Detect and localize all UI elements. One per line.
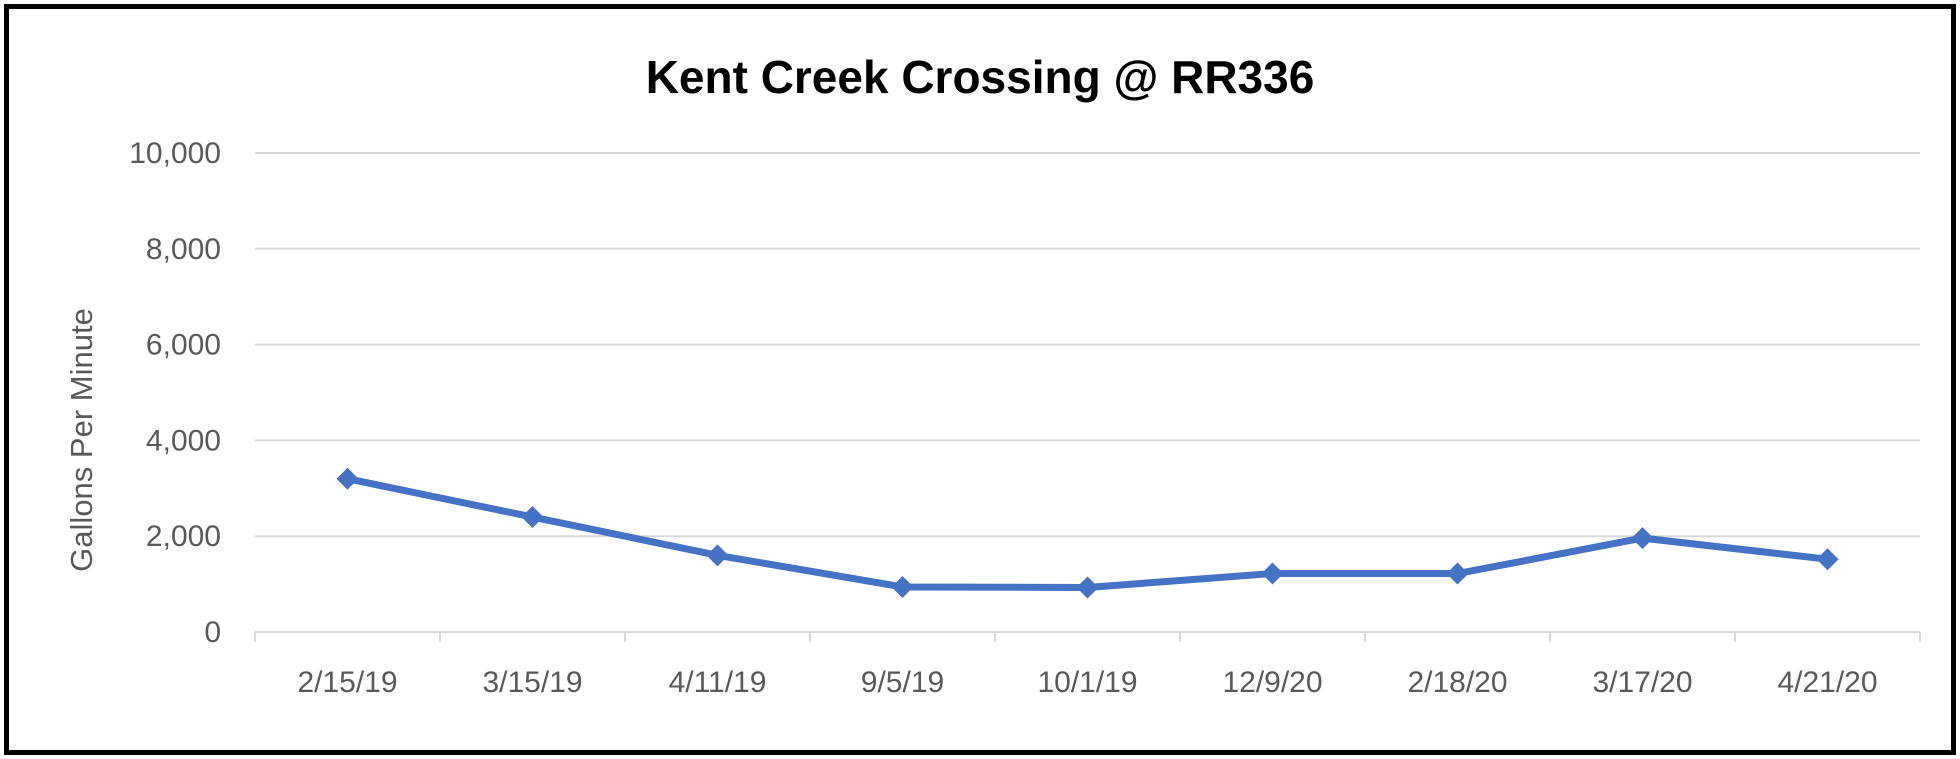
x-tick-label: 10/1/19 bbox=[1037, 666, 1137, 699]
x-tick-label: 2/18/20 bbox=[1407, 666, 1507, 699]
data-point bbox=[1446, 562, 1469, 585]
chart-title: Kent Creek Crossing @ RR336 bbox=[646, 51, 1315, 103]
data-point bbox=[1076, 576, 1099, 599]
data-point bbox=[891, 575, 914, 598]
gridlines bbox=[255, 152, 1920, 538]
x-tick-label: 9/5/19 bbox=[861, 666, 944, 699]
y-axis-ticks: 0 2,000 4,000 6,000 8,000 10,000 bbox=[129, 137, 221, 649]
y-tick-label: 4,000 bbox=[146, 424, 221, 457]
y-tick-label: 8,000 bbox=[146, 233, 221, 266]
x-axis bbox=[254, 631, 1921, 642]
data-point bbox=[1261, 562, 1284, 585]
x-axis-ticks: 2/15/19 3/15/19 4/11/19 9/5/19 10/1/19 12/9/2… bbox=[297, 666, 1877, 699]
series-line bbox=[344, 475, 1831, 591]
data-point bbox=[706, 544, 729, 567]
x-tick-label: 2/15/19 bbox=[297, 666, 397, 699]
x-tick-label: 3/15/19 bbox=[482, 666, 582, 699]
y-axis-label: Gallons Per Minute bbox=[64, 308, 99, 572]
y-tick-label: 0 bbox=[204, 616, 221, 649]
series-layer bbox=[336, 467, 1839, 599]
y-tick-label: 6,000 bbox=[146, 329, 221, 362]
data-point bbox=[521, 506, 544, 529]
data-point bbox=[1631, 527, 1654, 550]
x-tick-label: 3/17/20 bbox=[1592, 666, 1692, 699]
y-tick-label: 2,000 bbox=[146, 520, 221, 553]
data-point bbox=[336, 467, 359, 490]
x-tick-label: 4/21/20 bbox=[1777, 666, 1877, 699]
x-tick-label: 12/9/20 bbox=[1222, 666, 1322, 699]
chart-frame bbox=[4, 4, 1956, 755]
x-tick-label: 4/11/19 bbox=[669, 666, 767, 699]
data-point bbox=[1816, 548, 1839, 571]
y-tick-label: 10,000 bbox=[129, 137, 221, 170]
